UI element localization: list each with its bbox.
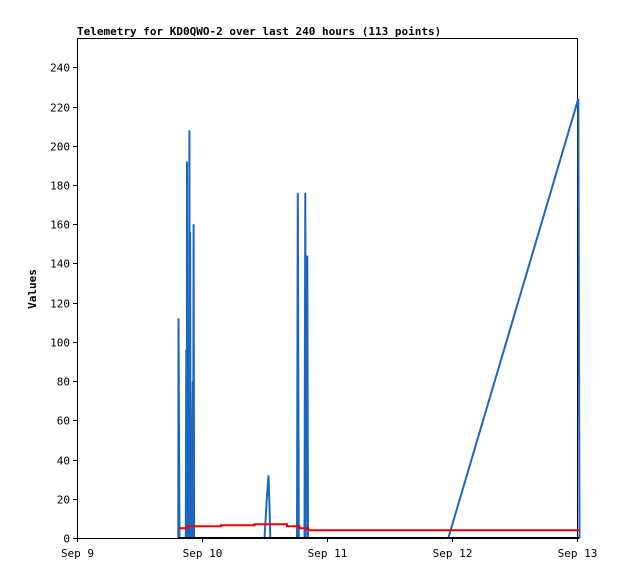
plot-area: [77, 38, 578, 539]
y-tick-label: 120: [50, 298, 70, 311]
series-line-2: [178, 523, 580, 532]
y-tick-label: 80: [57, 376, 70, 389]
series-line-1: [177, 98, 581, 539]
x-tick-label: Sep 13: [558, 547, 598, 560]
y-tick-label: 160: [50, 219, 70, 232]
series-layer: [177, 98, 581, 539]
x-tick-label: Sep 9: [61, 547, 94, 560]
y-tick-label: 240: [50, 62, 70, 75]
x-tick-label: Sep 11: [308, 547, 348, 560]
y-tick-label: 40: [57, 455, 70, 468]
y-tick-label: 0: [63, 533, 70, 546]
y-tick-label: 180: [50, 180, 70, 193]
y-axis-label: Values: [26, 269, 39, 309]
y-axis: 0 20 40 60 80 100 120 140 160 180 200 220 240: [50, 62, 77, 546]
y-tick-label: 200: [50, 141, 70, 154]
y-tick-label: 220: [50, 102, 70, 115]
chart-title: Telemetry for KD0QWO-2 over last 240 hou…: [77, 25, 441, 38]
y-tick-label: 140: [50, 258, 70, 271]
x-tick-label: Sep 12: [433, 547, 473, 560]
y-tick-label: 60: [57, 415, 70, 428]
x-axis: Sep 9 Sep 10 Sep 11 Sep 12 Sep 13: [61, 538, 597, 560]
x-tick-label: Sep 10: [183, 547, 223, 560]
y-tick-label: 100: [50, 337, 70, 350]
y-tick-label: 20: [57, 494, 70, 507]
